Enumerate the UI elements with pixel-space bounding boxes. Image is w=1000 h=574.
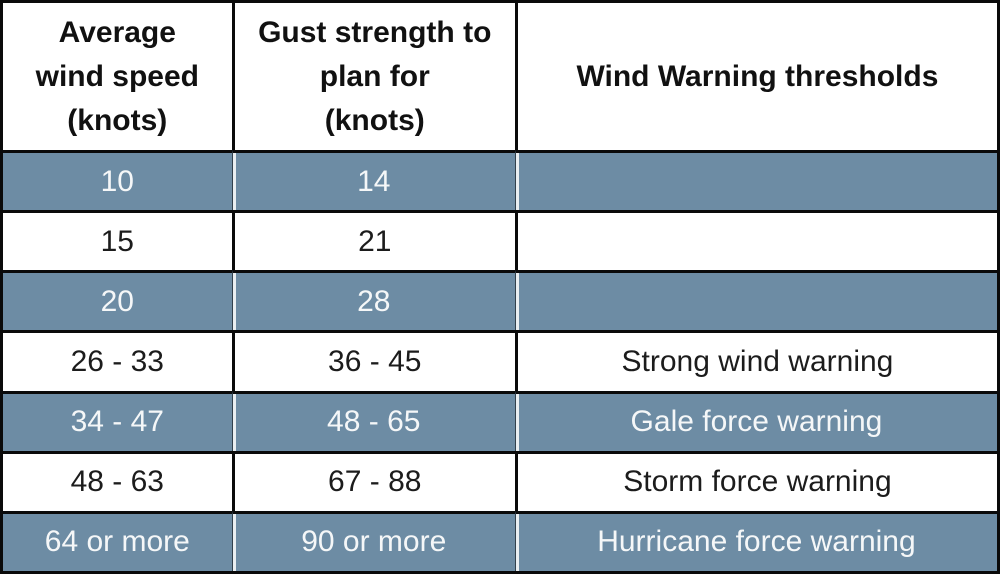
table-row: 10 14 — [3, 150, 997, 211]
cell-gust-strength: 48 - 65 — [231, 390, 515, 451]
cell-average-wind-speed: 15 — [3, 210, 232, 271]
cell-warning-threshold: Strong wind warning — [514, 330, 997, 391]
cell-average-wind-speed: 48 - 63 — [3, 450, 232, 511]
cell-average-wind-speed: 10 — [3, 150, 232, 211]
table-header: Average wind speed (knots) Gust strength… — [3, 3, 997, 150]
table-row: 26 - 33 36 - 45 Strong wind warning — [3, 330, 997, 391]
cell-gust-strength: 36 - 45 — [231, 330, 515, 391]
table-row: 15 21 — [3, 210, 997, 271]
column-header-average-wind-speed: Average wind speed (knots) — [3, 3, 232, 150]
table-body: 10 14 15 21 20 28 26 - 33 36 - 45 Strong… — [3, 150, 997, 571]
table-row: 64 or more 90 or more Hurricane force wa… — [3, 510, 997, 571]
cell-gust-strength: 67 - 88 — [231, 450, 515, 511]
cell-average-wind-speed: 20 — [3, 270, 232, 331]
cell-warning-threshold: Gale force warning — [514, 390, 997, 451]
cell-gust-strength: 21 — [231, 210, 515, 271]
cell-gust-strength: 90 or more — [231, 510, 515, 571]
cell-gust-strength: 14 — [231, 150, 515, 211]
column-header-wind-warning-thresholds: Wind Warning thresholds — [514, 3, 997, 150]
cell-warning-threshold — [514, 210, 997, 271]
cell-average-wind-speed: 64 or more — [3, 510, 232, 571]
cell-warning-threshold — [514, 270, 997, 331]
table-row: 34 - 47 48 - 65 Gale force warning — [3, 390, 997, 451]
header-row: Average wind speed (knots) Gust strength… — [3, 3, 997, 150]
cell-warning-threshold — [514, 150, 997, 211]
cell-average-wind-speed: 26 - 33 — [3, 330, 232, 391]
column-header-gust-strength: Gust strength to plan for (knots) — [231, 3, 515, 150]
cell-warning-threshold: Hurricane force warning — [514, 510, 997, 571]
cell-gust-strength: 28 — [231, 270, 515, 331]
table-row: 20 28 — [3, 270, 997, 331]
cell-warning-threshold: Storm force warning — [514, 450, 997, 511]
cell-average-wind-speed: 34 - 47 — [3, 390, 232, 451]
table-row: 48 - 63 67 - 88 Storm force warning — [3, 450, 997, 511]
